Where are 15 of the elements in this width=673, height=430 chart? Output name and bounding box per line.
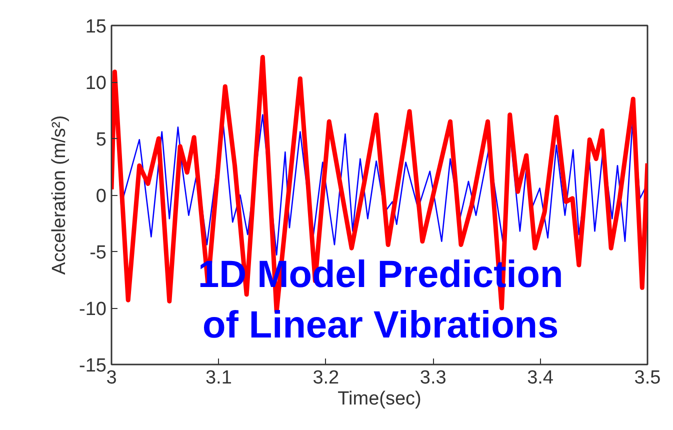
y-tick-label: 10 — [85, 73, 107, 94]
y-tick-label: 0 — [96, 186, 107, 207]
y-tick-label: 15 — [85, 16, 107, 38]
y-tick-label: -5 — [90, 242, 107, 264]
x-axis-title: Time(sec) — [338, 388, 422, 410]
y-tick-label: -10 — [79, 299, 107, 320]
x-tick-label: 3 — [106, 368, 117, 388]
x-tick-label: 3.2 — [312, 368, 340, 388]
x-tick-label: 3.4 — [527, 368, 554, 388]
x-tick-label: 3.5 — [634, 368, 661, 388]
y-tick-label: 5 — [96, 130, 107, 150]
x-tick-label: 3.3 — [420, 368, 446, 388]
y-tick-label: -15 — [79, 356, 107, 376]
x-tick-label: 3.1 — [205, 368, 232, 388]
y-axis-title: Acceleration (m/s²) — [49, 115, 70, 275]
